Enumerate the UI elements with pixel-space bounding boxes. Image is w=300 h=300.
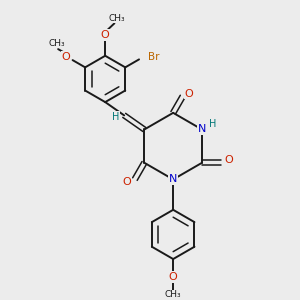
- Text: H: H: [112, 112, 120, 122]
- Text: Br: Br: [148, 52, 159, 62]
- Text: N: N: [169, 174, 177, 184]
- Text: N: N: [198, 124, 206, 134]
- Text: O: O: [62, 52, 70, 61]
- Text: O: O: [101, 30, 110, 40]
- Text: O: O: [122, 177, 131, 187]
- Text: O: O: [184, 89, 193, 99]
- Text: O: O: [169, 272, 178, 282]
- Text: CH₃: CH₃: [48, 39, 65, 48]
- Text: H: H: [209, 119, 217, 129]
- Text: CH₃: CH₃: [109, 14, 126, 22]
- Text: O: O: [224, 155, 233, 166]
- Text: CH₃: CH₃: [165, 290, 182, 299]
